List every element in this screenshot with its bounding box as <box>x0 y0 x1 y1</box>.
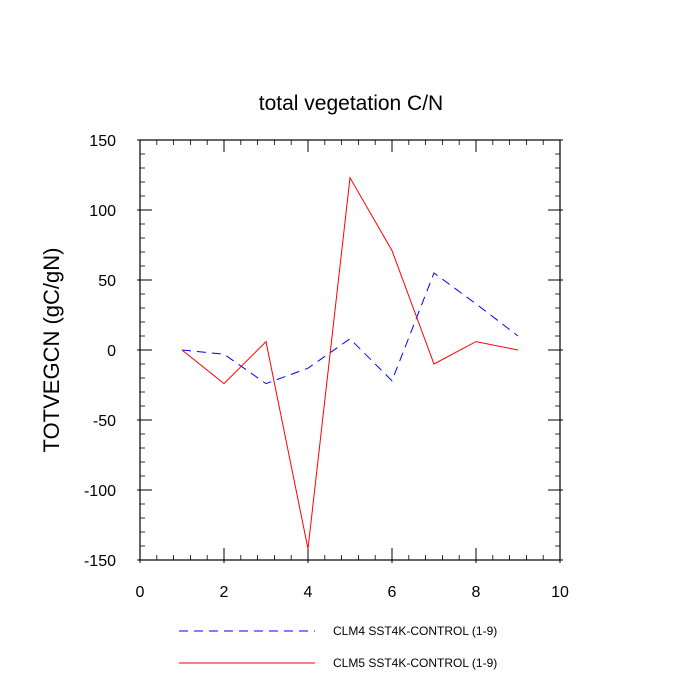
series-line-1 <box>181 272 519 385</box>
series-line-2 <box>181 176 519 549</box>
x-tick-label: 6 <box>388 584 397 601</box>
x-tick-label: 8 <box>472 584 481 601</box>
x-tick-labels: 0 2 4 6 8 10 <box>136 584 569 601</box>
y-tick-label: 100 <box>89 203 116 220</box>
x-tick-label: 0 <box>136 584 145 601</box>
chart-title: total vegetation C/N <box>259 92 443 115</box>
x-tick-label: 10 <box>551 584 569 601</box>
y-tick-label: 50 <box>98 273 116 290</box>
axis-ticks <box>137 139 563 563</box>
y-tick-labels: 150 100 50 0 -50 -100 -150 <box>84 133 116 570</box>
x-tick-label: 4 <box>304 584 313 601</box>
legend-label-2: CLM5 SST4K-CONTROL (1-9) <box>333 656 497 670</box>
y-tick-label: -150 <box>84 553 116 570</box>
x-tick-label: 2 <box>220 584 229 601</box>
y-tick-label: 150 <box>89 133 116 150</box>
y-axis-label: TOTVEGCN (gC/gN) <box>39 248 64 453</box>
y-tick-label: 0 <box>107 343 116 360</box>
plot-frame <box>139 139 561 561</box>
legend-label-1: CLM4 SST4K-CONTROL (1-9) <box>333 624 497 638</box>
y-tick-label: -100 <box>84 483 116 500</box>
y-tick-label: -50 <box>93 413 116 430</box>
legend: CLM4 SST4K-CONTROL (1-9) CLM5 SST4K-CONTR… <box>179 624 497 670</box>
series-lines <box>181 176 519 549</box>
